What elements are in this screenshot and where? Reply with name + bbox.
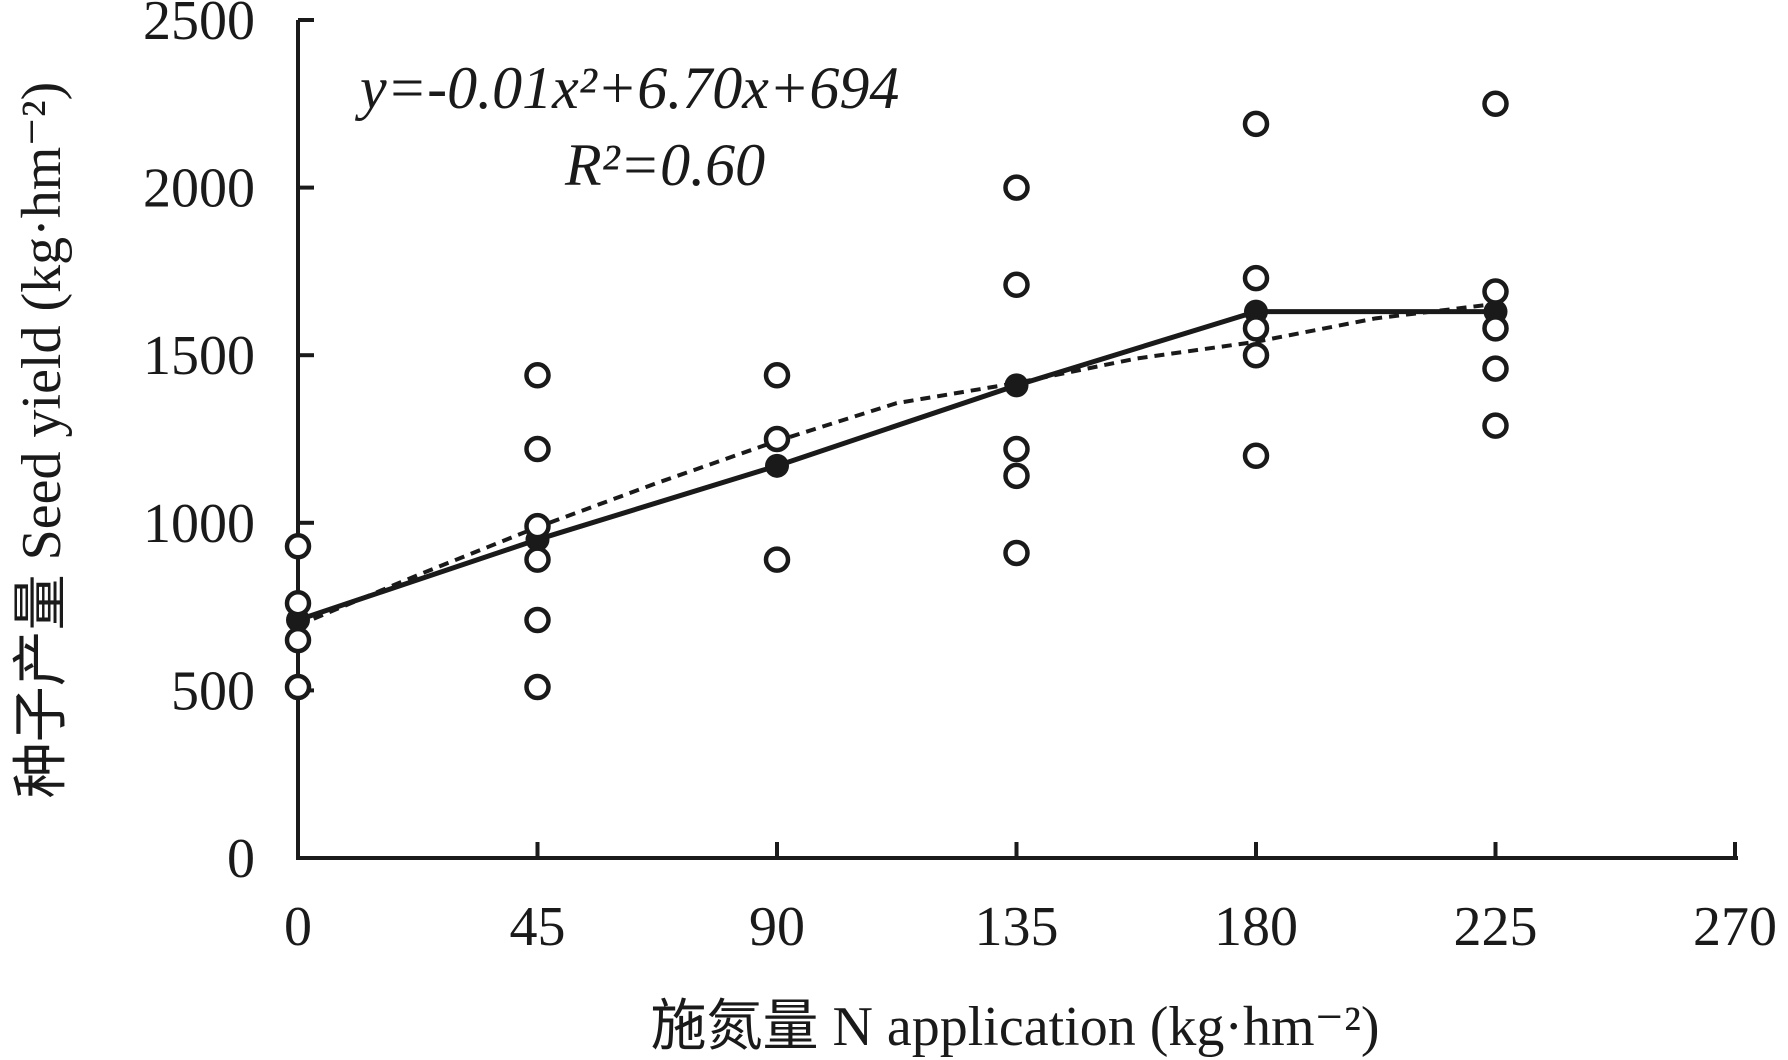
fit-curve-layer xyxy=(297,301,1496,628)
y-tick-label: 2500 xyxy=(143,0,255,52)
x-axis-title: 施氮量 N application (kg·hm⁻²) xyxy=(650,996,1379,1058)
observation-point xyxy=(284,626,312,654)
observation-point xyxy=(284,673,312,701)
fit-r-squared: R²=0.60 xyxy=(564,132,765,198)
observation-point xyxy=(1242,264,1270,292)
x-axis: 0 45 90 135 180 225 270 xyxy=(284,842,1777,958)
observation-point xyxy=(524,435,551,463)
observation-point xyxy=(1242,341,1270,369)
y-tick-labels: 0 500 1000 1500 2000 2500 xyxy=(143,0,255,890)
observation-point xyxy=(1482,278,1509,305)
x-tick-label: 0 xyxy=(284,896,312,958)
observation-point xyxy=(1003,271,1030,299)
observation-point xyxy=(524,362,551,389)
x-tick-label: 90 xyxy=(749,896,805,958)
y-tick-label: 500 xyxy=(171,660,255,722)
observation-point xyxy=(1003,539,1030,567)
observation-point xyxy=(763,362,791,389)
observation-points-layer xyxy=(284,90,1509,701)
y-tick-label: 0 xyxy=(227,828,255,890)
observation-point xyxy=(1242,315,1270,342)
fit-curve xyxy=(297,301,1496,628)
observation-point xyxy=(1482,315,1509,342)
x-ticks xyxy=(296,842,1737,858)
observation-point xyxy=(763,425,791,453)
x-tick-label: 270 xyxy=(1693,896,1777,958)
observation-point xyxy=(524,606,551,634)
y-tick-label: 1500 xyxy=(143,325,255,387)
observation-point xyxy=(1482,355,1509,382)
fit-equation: y=-0.01x²+6.70x+694 xyxy=(354,55,899,121)
observation-point xyxy=(1242,110,1270,138)
x-tick-labels: 0 45 90 135 180 225 270 xyxy=(284,896,1777,958)
y-tick-label: 1000 xyxy=(143,493,255,555)
x-tick-label: 180 xyxy=(1214,896,1298,958)
x-tick-label: 225 xyxy=(1454,896,1538,958)
observation-point xyxy=(284,589,312,617)
y-axis-title: 种子产量 Seed yield (kg·hm⁻²) xyxy=(11,82,73,799)
observation-point xyxy=(524,673,551,701)
observation-point xyxy=(284,533,312,560)
observation-point xyxy=(524,546,551,573)
x-tick-label: 135 xyxy=(975,896,1059,958)
y-tick-label: 2000 xyxy=(143,158,255,220)
mean-line xyxy=(297,309,1496,623)
x-tick-label: 45 xyxy=(510,896,566,958)
observation-point xyxy=(1482,90,1509,118)
mean-line-layer xyxy=(286,299,1508,633)
observation-point xyxy=(1003,462,1030,490)
y-ticks xyxy=(298,18,314,860)
observation-point xyxy=(1003,435,1030,463)
mean-point xyxy=(765,453,789,478)
y-axis: 0 500 1000 1500 2000 2500 xyxy=(143,0,314,890)
observation-point xyxy=(1482,412,1509,439)
observation-point xyxy=(524,512,551,540)
observation-point xyxy=(763,546,791,573)
observation-point xyxy=(1242,442,1270,470)
observation-point xyxy=(1003,174,1030,201)
mean-point xyxy=(1004,373,1029,398)
